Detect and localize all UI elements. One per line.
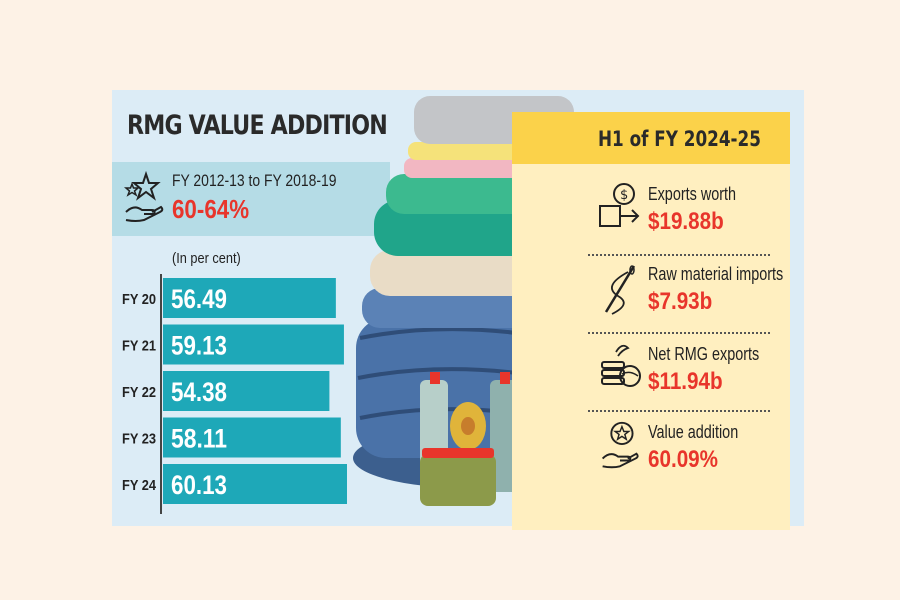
bar-fy-24 xyxy=(163,464,347,504)
bar-fy-20 xyxy=(163,278,336,318)
stat-value-addition-value: 60.09% xyxy=(648,446,719,473)
h1-summary-header xyxy=(512,112,790,164)
page-title: RMG VALUE ADDITION xyxy=(127,110,388,141)
h1-summary-title: H1 of FY 2024-25 xyxy=(598,127,761,151)
stat-raw-material-label: Raw material imports xyxy=(648,264,784,284)
bar-value-label: 59.13 xyxy=(171,331,227,361)
bar-value-label: 54.38 xyxy=(171,377,227,407)
stat-divider xyxy=(588,410,770,412)
category-tick-label: FY 21 xyxy=(122,338,156,355)
hand-star-icon xyxy=(601,421,639,469)
bar-fy-22 xyxy=(163,371,330,411)
category-tick-label: FY 20 xyxy=(122,291,156,308)
period-label: FY 2012-13 to FY 2018-19 xyxy=(172,171,337,190)
stat-divider xyxy=(588,254,770,256)
coins-globe-icon xyxy=(601,344,641,387)
bar-value-label: 58.11 xyxy=(171,424,227,454)
bar-value-label: 60.13 xyxy=(171,470,227,500)
export-boxes-icon: $ xyxy=(599,183,640,227)
stat-divider xyxy=(588,332,770,334)
hand-star-icon xyxy=(123,170,164,222)
category-tick-label: FY 23 xyxy=(122,431,156,448)
bar-fy-21 xyxy=(163,324,344,365)
stat-net-exports-value: $11.94b xyxy=(648,368,723,395)
y-axis-unit-label: (In per cent) xyxy=(172,250,241,267)
period-band xyxy=(112,162,390,236)
category-tick-label: FY 24 xyxy=(122,477,157,494)
svg-text:$: $ xyxy=(620,188,628,203)
thread-needle-icon xyxy=(604,265,636,315)
category-axis-line xyxy=(160,274,162,514)
stat-value-addition-label: Value addition xyxy=(648,422,739,442)
stat-exports-label: Exports worth xyxy=(648,184,737,204)
bar-fy-23 xyxy=(163,417,341,458)
stat-net-exports-label: Net RMG exports xyxy=(648,344,760,364)
h1-summary-box xyxy=(512,112,790,530)
stat-raw-material-value: $7.93b xyxy=(648,288,713,315)
period-value: 60-64% xyxy=(172,194,250,224)
category-tick-label: FY 22 xyxy=(122,384,156,401)
bar-value-label: 56.49 xyxy=(171,284,227,314)
stat-exports-value: $19.88b xyxy=(648,208,724,235)
